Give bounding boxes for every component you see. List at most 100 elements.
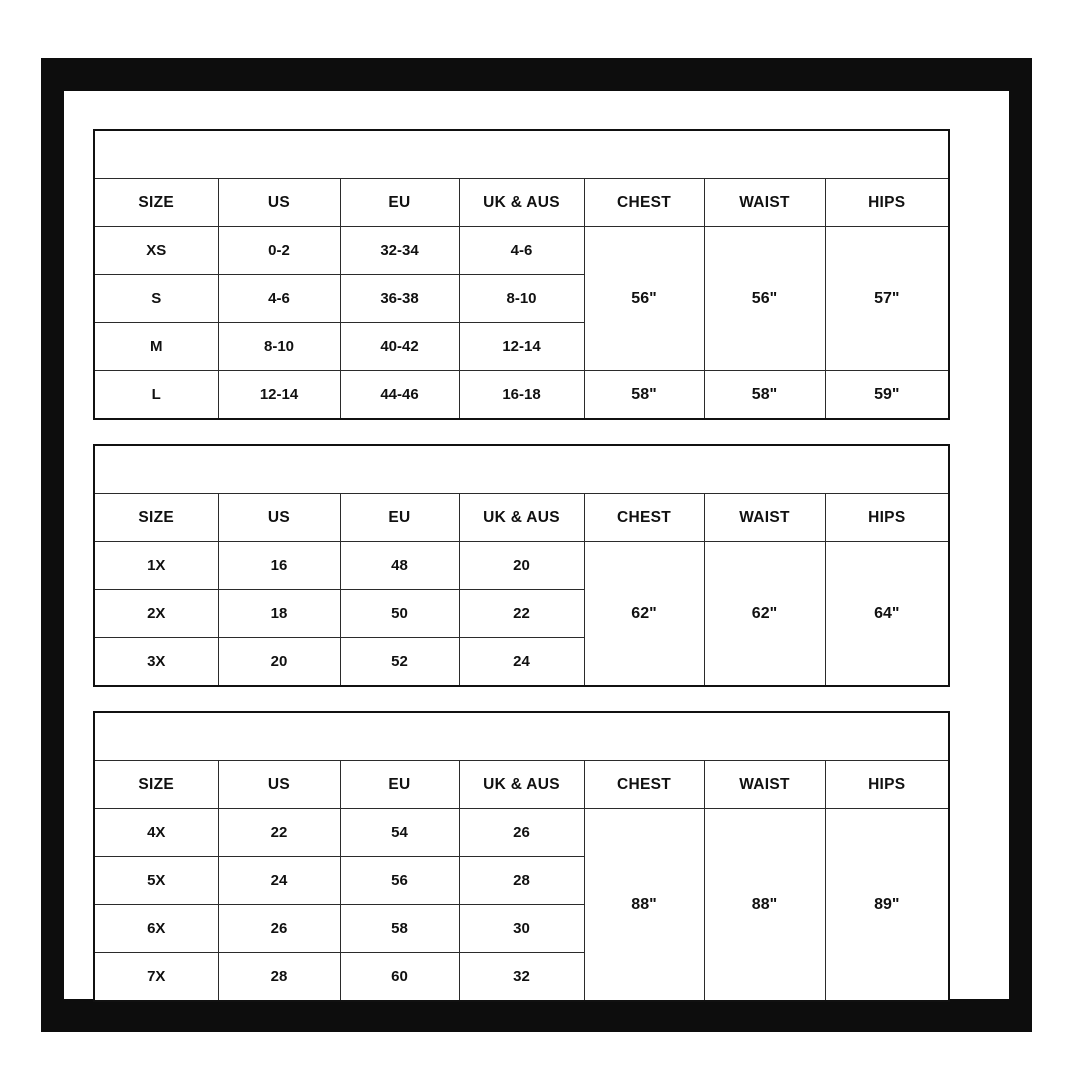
- column-header: US: [217, 178, 341, 227]
- cell-uk: 26: [458, 808, 585, 857]
- cell-uk: 4-6: [458, 226, 585, 275]
- cell-uk: 30: [458, 904, 585, 953]
- chart-title-row: REGULAR SIZE CHART: [93, 129, 950, 179]
- cell-size: 6X: [93, 904, 219, 953]
- column-header: HIPS: [824, 493, 950, 542]
- poster-canvas: REGULAR SIZE CHART SIZE US EU UK & AUS CHEST W…: [64, 91, 1009, 1002]
- column-header: US: [217, 493, 341, 542]
- cell-hips: 89": [824, 808, 950, 1002]
- table-row: 2X 18 50 22: [93, 589, 949, 638]
- cell-size: 3X: [93, 637, 219, 687]
- cell-size: 1X: [93, 541, 219, 590]
- column-header: SIZE: [93, 178, 219, 227]
- cell-waist: 56": [703, 226, 826, 371]
- cell-us: 22: [217, 808, 341, 857]
- table-row: M 8-10 40-42 12-14: [93, 322, 949, 371]
- table-row: 3X 20 52 24: [93, 637, 949, 687]
- cell-us: 20: [217, 637, 341, 687]
- cell-eu: 50: [339, 589, 460, 638]
- column-header: HIPS: [824, 760, 950, 809]
- column-header: SIZE: [93, 493, 219, 542]
- size-chart-stack: REGULAR SIZE CHART SIZE US EU UK & AUS CHEST W…: [93, 129, 951, 1002]
- cell-eu: 44-46: [339, 370, 460, 420]
- column-header: SIZE: [93, 760, 219, 809]
- cell-uk: 24: [458, 637, 585, 687]
- cell-waist: 58": [703, 370, 826, 420]
- column-header: CHEST: [583, 760, 705, 809]
- cell-size: 5X: [93, 856, 219, 905]
- cell-uk: 22: [458, 589, 585, 638]
- cell-uk: 12-14: [458, 322, 585, 371]
- cell-uk: 16-18: [458, 370, 585, 420]
- chart-title-row: PLUS SIZE CHART: [93, 444, 950, 494]
- column-header: CHEST: [583, 178, 705, 227]
- column-header: UK & AUS: [458, 493, 585, 542]
- cell-size: 7X: [93, 952, 219, 1002]
- size-chart-table: PLUS SIZE CHART SIZE US EU UK & AUS CHEST WAIS…: [93, 444, 951, 687]
- cell-uk: 32: [458, 952, 585, 1002]
- size-chart-table: EXTRA PLUS SIZE CHART SIZE US EU UK & AUS CHE…: [93, 711, 951, 1002]
- cell-us: 18: [217, 589, 341, 638]
- cell-us: 12-14: [217, 370, 341, 420]
- table-row: 7X 28 60 32: [93, 952, 949, 1002]
- cell-hips: 57": [824, 226, 950, 371]
- cell-us: 0-2: [217, 226, 341, 275]
- cell-waist: 62": [703, 541, 826, 687]
- cell-eu: 56: [339, 856, 460, 905]
- cell-chest: 56": [583, 226, 705, 371]
- cell-hips: 64": [824, 541, 950, 687]
- table-row: 1X 16 48 20 62" 62" 64": [93, 541, 950, 687]
- chart-title-bar: REGULAR SIZE CHART: [93, 129, 950, 179]
- column-header: EU: [339, 178, 460, 227]
- column-header: EU: [339, 493, 460, 542]
- table-row: 6X 26 58 30: [93, 904, 949, 953]
- cell-size: XS: [93, 226, 219, 275]
- table-row: L 12-14 44-46 16-18 58" 58" 59": [93, 370, 950, 420]
- chart-title: EXTRA PLUS SIZE CHART: [397, 726, 646, 747]
- column-header: UK & AUS: [458, 760, 585, 809]
- chart-title-row: EXTRA PLUS SIZE CHART: [93, 711, 950, 761]
- cell-chest: 88": [583, 808, 705, 1002]
- column-header: UK & AUS: [458, 178, 585, 227]
- table-row: S 4-6 36-38 8-10: [93, 274, 949, 323]
- chart-title: PLUS SIZE CHART: [433, 459, 610, 480]
- chart-title-bar: PLUS SIZE CHART: [93, 444, 950, 494]
- cell-us: 4-6: [217, 274, 341, 323]
- column-header: CHEST: [583, 493, 705, 542]
- cell-eu: 48: [339, 541, 460, 590]
- column-header-row: SIZE US EU UK & AUS CHEST WAIST HIPS: [93, 760, 950, 809]
- cell-us: 28: [217, 952, 341, 1002]
- cell-uk: 20: [458, 541, 585, 590]
- cell-eu: 52: [339, 637, 460, 687]
- column-header: HIPS: [824, 178, 950, 227]
- cell-hips: 59": [824, 370, 950, 420]
- poster-frame: REGULAR SIZE CHART SIZE US EU UK & AUS CHEST W…: [41, 58, 1032, 1032]
- cell-eu: 60: [339, 952, 460, 1002]
- cell-us: 24: [217, 856, 341, 905]
- cell-size: S: [93, 274, 219, 323]
- column-header: WAIST: [703, 493, 826, 542]
- cell-chest: 58": [583, 370, 705, 420]
- column-header-row: SIZE US EU UK & AUS CHEST WAIST HIPS: [93, 493, 950, 542]
- cell-us: 16: [217, 541, 341, 590]
- column-header: WAIST: [703, 178, 826, 227]
- column-header: US: [217, 760, 341, 809]
- cell-us: 8-10: [217, 322, 341, 371]
- cell-eu: 54: [339, 808, 460, 857]
- table-row: XS 0-2 32-34 4-6 56" 56" 57": [93, 226, 950, 371]
- size-chart-table: REGULAR SIZE CHART SIZE US EU UK & AUS CHEST W…: [93, 129, 951, 420]
- column-header-row: SIZE US EU UK & AUS CHEST WAIST HIPS: [93, 178, 950, 227]
- cell-eu: 32-34: [339, 226, 460, 275]
- table-row: 5X 24 56 28: [93, 856, 949, 905]
- cell-eu: 58: [339, 904, 460, 953]
- cell-uk: 28: [458, 856, 585, 905]
- cell-size: 2X: [93, 589, 219, 638]
- cell-size: L: [93, 370, 219, 420]
- chart-title: REGULAR SIZE CHART: [411, 144, 632, 165]
- column-header: WAIST: [703, 760, 826, 809]
- cell-eu: 36-38: [339, 274, 460, 323]
- cell-size: M: [93, 322, 219, 371]
- cell-eu: 40-42: [339, 322, 460, 371]
- cell-chest: 62": [583, 541, 705, 687]
- column-header: EU: [339, 760, 460, 809]
